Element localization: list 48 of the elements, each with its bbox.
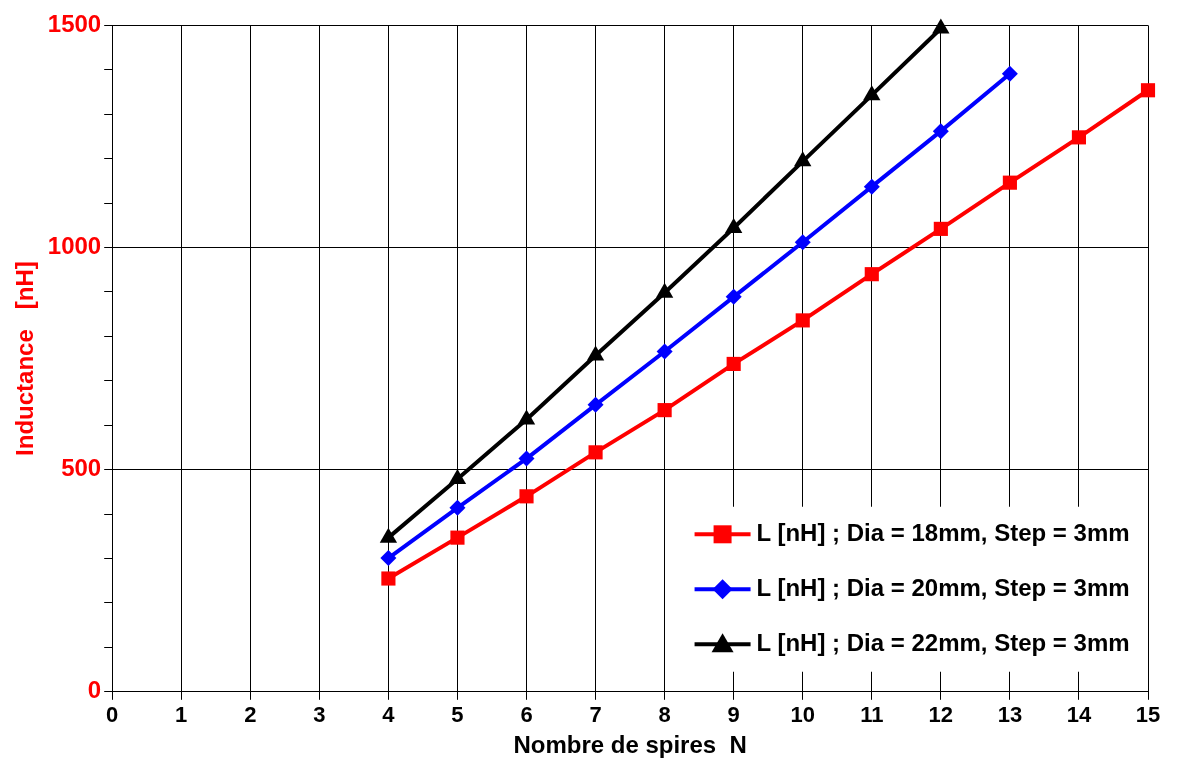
x-tick-label: 2 <box>244 702 257 728</box>
x-tick-label: 6 <box>520 702 533 728</box>
x-tick-label: 14 <box>1066 702 1092 728</box>
point <box>795 313 810 328</box>
point <box>587 396 604 413</box>
legend-label: L [nH] ; Dia = 20mm, Step = 3mm <box>756 573 1130 601</box>
x-tick-label: 8 <box>658 702 671 728</box>
x-tick-label: 7 <box>589 702 602 728</box>
x-axis-title: Nombre de spires N <box>513 731 747 759</box>
point <box>588 445 603 460</box>
point <box>381 571 396 586</box>
legend-label: L [nH] ; Dia = 22mm, Step = 3mm <box>756 628 1130 656</box>
point <box>863 178 880 195</box>
y-tick-label: 0 <box>87 676 102 704</box>
x-tick-label: 4 <box>382 702 396 728</box>
x-tick-label: 0 <box>106 702 119 728</box>
point <box>863 85 881 101</box>
point <box>1140 83 1156 98</box>
point <box>1071 130 1087 145</box>
point <box>794 234 811 251</box>
y-tick-label: 1500 <box>47 10 102 38</box>
point <box>380 550 397 567</box>
point <box>518 450 535 467</box>
point <box>657 403 672 418</box>
point <box>1002 175 1017 190</box>
x-tick-label: 11 <box>860 702 884 728</box>
x-tick-label: 12 <box>928 702 954 728</box>
y-tick-label: 500 <box>61 454 102 482</box>
x-tick-label: 15 <box>1135 702 1161 728</box>
x-tick-label: 13 <box>997 702 1023 728</box>
x-tick-label: 5 <box>451 702 464 728</box>
y-axis-title: Inductance [nH] <box>11 261 39 456</box>
point <box>725 288 742 305</box>
point <box>449 499 466 516</box>
point <box>932 123 949 140</box>
point <box>1001 65 1018 82</box>
x-tick-label: 9 <box>727 702 740 728</box>
legend-label: L [nH] ; Dia = 18mm, Step = 3mm <box>756 518 1130 546</box>
y-tick-label: 1000 <box>47 232 102 260</box>
x-tick-label: 1 <box>175 702 188 728</box>
point <box>933 221 948 236</box>
x-tick-label: 10 <box>790 702 815 728</box>
point <box>450 530 465 545</box>
x-tick-label: 3 <box>313 702 326 728</box>
point <box>864 267 879 282</box>
point <box>726 356 741 371</box>
point <box>519 489 534 504</box>
point <box>656 343 673 360</box>
